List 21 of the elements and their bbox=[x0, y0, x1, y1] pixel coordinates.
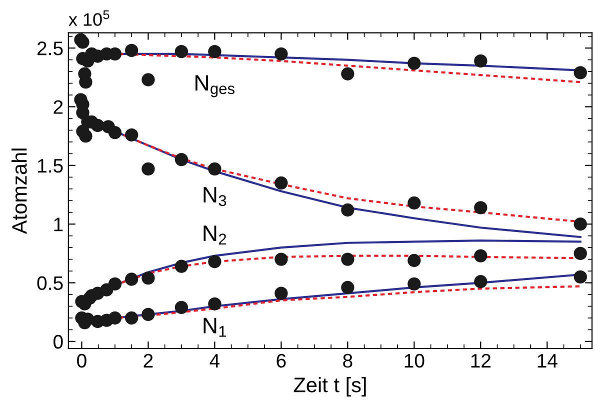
x-tick-label: 10 bbox=[404, 354, 424, 368]
y-tick-label: 2.5 bbox=[38, 42, 63, 56]
y-axis-title: Atomzahl bbox=[12, 148, 27, 234]
y-tick-label: 2 bbox=[54, 100, 63, 114]
x-tick-label: 6 bbox=[276, 354, 286, 368]
series-label: N$_{2}$ bbox=[204, 226, 226, 244]
x-axis-title: Zeit t [s] bbox=[294, 377, 366, 396]
y-tick-label: 1 bbox=[54, 218, 63, 232]
y-tick-label: 1.5 bbox=[38, 159, 63, 173]
text: x 10$^{5}$ bbox=[68, 10, 110, 26]
y-tick-label: 0 bbox=[54, 334, 63, 349]
x-tick-label: 12 bbox=[471, 354, 490, 368]
x-tick-label: 8 bbox=[343, 354, 352, 368]
series-label: N$_{ges}$ bbox=[196, 75, 234, 98]
x-tick-label: 2 bbox=[144, 354, 153, 368]
x-tick-label: 14 bbox=[538, 354, 558, 368]
y-tick-label: 0.5 bbox=[37, 276, 63, 290]
series-label: N$_{3}$ bbox=[204, 187, 226, 206]
x-tick-label: 4 bbox=[210, 354, 220, 368]
series-label: N$_{1}$ bbox=[204, 318, 226, 337]
x-tick-label: 0 bbox=[77, 354, 86, 368]
